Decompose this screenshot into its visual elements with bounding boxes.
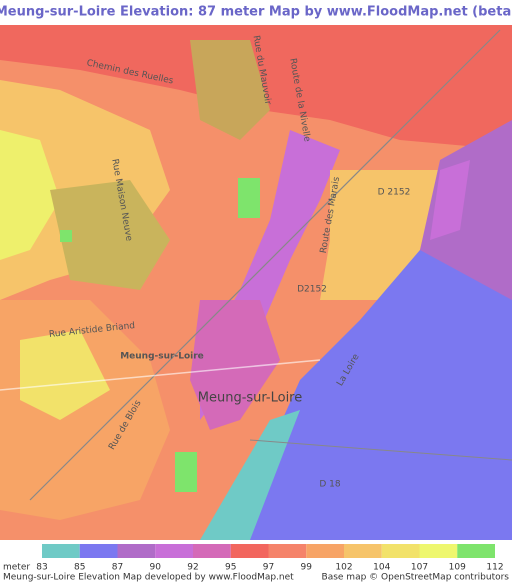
terrain	[190, 40, 270, 140]
title: Meung-sur-Loire Elevation: 87 meter Map …	[0, 5, 512, 20]
map: Chemin des Ruelles Rue Maison Neuve Rout…	[0, 25, 512, 540]
legend-swatch	[268, 544, 307, 558]
legend-swatch	[344, 544, 382, 558]
legend-swatch	[306, 544, 344, 558]
terrain	[175, 452, 197, 492]
footer-right: Base map © OpenStreetMap contributors	[322, 573, 510, 583]
terrain	[20, 330, 110, 420]
legend-swatch	[42, 544, 80, 558]
map-label: D 2152	[378, 188, 411, 198]
terrain	[50, 180, 170, 290]
legend-swatch	[230, 544, 269, 558]
legend-value: 112	[486, 563, 503, 573]
legend-value: 107	[411, 563, 428, 573]
footer-left: Meung-sur-Loire Elevation Map developed …	[3, 573, 294, 583]
legend-swatch	[79, 544, 118, 558]
legend-value: 95	[225, 563, 236, 573]
legend-swatch	[381, 544, 420, 558]
river	[200, 410, 300, 540]
map-label: Meung-sur-Loire	[120, 352, 204, 362]
road	[0, 359, 321, 391]
railway	[29, 29, 501, 501]
legend-value: 97	[263, 563, 274, 573]
legend-swatch	[155, 544, 193, 558]
legend-value: 104	[373, 563, 390, 573]
legend-swatch	[117, 544, 156, 558]
legend-value: 109	[449, 563, 466, 573]
terrain	[320, 170, 440, 300]
legend-value: 85	[74, 563, 85, 573]
legend: meter 83 85 87 90 92 95 97 99 102 104 107 109 112	[3, 544, 504, 573]
terrain	[0, 130, 60, 260]
map-label: D2152	[297, 285, 327, 295]
legend-value: 87	[112, 563, 123, 573]
terrain	[430, 160, 470, 240]
legend-swatch	[457, 544, 495, 558]
legend-value: 102	[335, 563, 352, 573]
legend-unit: meter	[3, 563, 30, 573]
legend-value: 83	[36, 563, 47, 573]
terrain	[238, 178, 260, 218]
terrain	[190, 300, 280, 430]
terrain	[60, 230, 72, 242]
map-label: D 18	[319, 480, 341, 490]
town-label: Meung-sur-Loire	[198, 391, 303, 406]
terrain	[220, 250, 512, 540]
legend-swatch	[193, 544, 231, 558]
legend-value: 90	[150, 563, 162, 573]
legend-value: 92	[187, 563, 198, 573]
road	[249, 439, 512, 461]
legend-swatch	[419, 544, 458, 558]
legend-value: 99	[301, 563, 313, 573]
